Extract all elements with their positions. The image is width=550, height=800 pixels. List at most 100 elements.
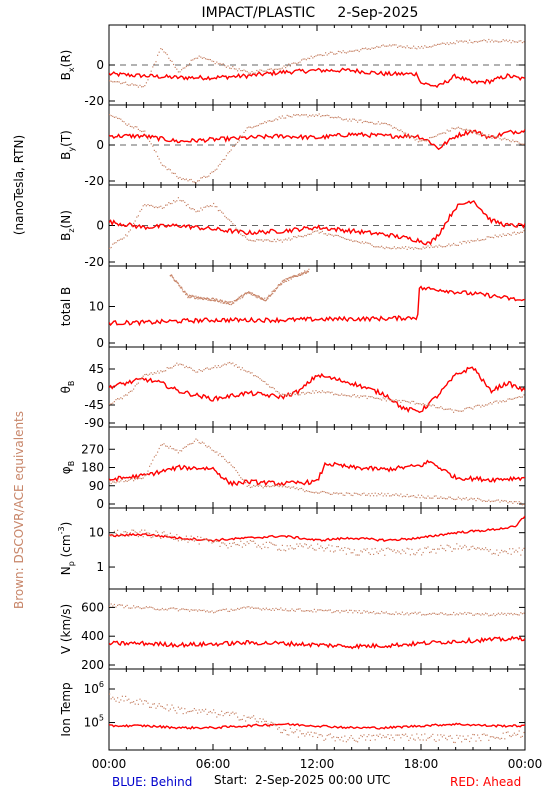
data-point-dscovr xyxy=(501,612,503,614)
data-point-dscovr xyxy=(182,447,184,449)
data-point-dscovr xyxy=(224,215,226,217)
data-point-dscovr xyxy=(221,365,223,367)
data-point-dscovr xyxy=(257,721,259,723)
data-point-dscovr xyxy=(171,607,173,609)
data-point-dscovr xyxy=(483,733,485,735)
data-point-dscovr xyxy=(176,449,178,451)
data-point-dscovr xyxy=(357,395,359,397)
data-point-dscovr xyxy=(315,732,317,734)
data-point-dscovr xyxy=(373,47,375,49)
data-point-dscovr xyxy=(461,741,463,743)
data-point-dscovr xyxy=(369,243,371,245)
data-point-dscovr xyxy=(329,550,331,552)
data-point-dscovr xyxy=(238,140,240,142)
data-point-dscovr xyxy=(259,297,261,299)
data-point-dscovr xyxy=(214,611,216,613)
data-point-dscovr xyxy=(384,493,386,495)
data-point-dscovr xyxy=(261,609,263,611)
data-point-dscovr xyxy=(509,501,511,503)
data-point-dscovr xyxy=(397,247,399,249)
data-point-dscovr xyxy=(208,58,210,61)
data-point-dscovr xyxy=(261,548,263,550)
data-point-dscovr xyxy=(232,609,234,611)
data-point-dscovr xyxy=(401,246,403,248)
data-point-dscovr xyxy=(117,117,119,119)
data-point-dscovr xyxy=(445,550,447,552)
data-point-dscovr xyxy=(280,607,282,609)
data-point-dscovr xyxy=(429,551,431,554)
data-point-dscovr xyxy=(246,541,248,543)
data-point-dscovr xyxy=(139,84,141,86)
data-point-dscovr xyxy=(361,493,363,495)
data-point-dscovr xyxy=(160,205,162,207)
data-point-dscovr xyxy=(510,234,512,236)
data-point-dscovr xyxy=(381,737,383,739)
data-point-dscovr xyxy=(360,734,362,737)
data-point-dscovr xyxy=(177,364,179,366)
data-point-dscovr xyxy=(241,478,243,480)
data-point-dscovr xyxy=(403,614,405,616)
data-point-dscovr xyxy=(494,136,496,138)
data-point-dscovr xyxy=(222,364,224,366)
data-point-dscovr xyxy=(272,485,274,487)
data-point-dscovr xyxy=(192,710,194,712)
data-point-dscovr xyxy=(310,233,312,235)
data-point-dscovr xyxy=(377,552,379,555)
data-point-dscovr xyxy=(171,172,173,174)
data-point-dscovr xyxy=(509,233,511,236)
data-point-dscovr xyxy=(358,50,360,53)
data-point-dscovr xyxy=(464,240,466,243)
data-point-dscovr xyxy=(245,293,248,295)
data-point-dscovr xyxy=(341,393,343,395)
data-point-dscovr xyxy=(288,610,290,612)
data-point-dscovr xyxy=(486,404,488,406)
data-point-dscovr xyxy=(308,268,310,270)
data-point-dscovr xyxy=(445,408,447,410)
data-point-dscovr xyxy=(315,549,317,551)
series-ahead xyxy=(109,515,525,543)
data-point-dscovr xyxy=(185,365,187,367)
panel-frame xyxy=(108,588,526,670)
data-point-dscovr xyxy=(360,550,362,552)
data-point-dscovr xyxy=(493,613,495,615)
data-point-dscovr xyxy=(201,609,203,612)
data-point-dscovr xyxy=(337,737,339,739)
data-point-dscovr xyxy=(461,128,463,130)
data-point-dscovr xyxy=(489,136,491,138)
data-point-dscovr xyxy=(141,130,143,133)
data-point-dscovr xyxy=(296,63,298,65)
data-point-dscovr xyxy=(245,720,247,722)
data-point-dscovr xyxy=(321,735,323,737)
data-point-dscovr xyxy=(277,238,279,240)
data-point-dscovr xyxy=(320,231,322,233)
data-point-dscovr xyxy=(523,547,525,549)
data-point-dscovr xyxy=(176,200,178,202)
panel-frame xyxy=(108,265,526,348)
data-point-dscovr xyxy=(456,244,458,246)
y-tick-label: 600 xyxy=(81,600,104,614)
data-point-dscovr xyxy=(153,534,155,536)
data-point-dscovr xyxy=(112,605,114,607)
data-point-dscovr xyxy=(395,399,397,401)
data-point-dscovr xyxy=(301,733,303,735)
data-point-dscovr xyxy=(250,294,252,296)
data-point-dscovr xyxy=(328,53,330,55)
data-point-dscovr xyxy=(518,730,520,732)
data-point-dscovr xyxy=(392,737,394,739)
data-point-dscovr xyxy=(518,40,520,42)
data-point-dscovr xyxy=(293,392,295,394)
start-time-label: Start: 2-Sep-2025 00:00 UTC xyxy=(214,773,390,787)
data-point-dscovr xyxy=(110,246,112,249)
data-point-dscovr xyxy=(269,541,271,543)
data-point-dscovr xyxy=(342,50,344,52)
data-point-dscovr xyxy=(165,204,167,206)
data-point-dscovr xyxy=(374,397,376,399)
data-point-dscovr xyxy=(429,737,431,739)
data-point-dscovr xyxy=(323,610,325,612)
data-point-dscovr xyxy=(176,175,178,178)
data-point-dscovr xyxy=(237,228,239,231)
data-point-dscovr xyxy=(254,718,256,720)
data-point-dscovr xyxy=(309,233,311,235)
data-point-dscovr xyxy=(137,215,139,217)
data-point-dscovr xyxy=(120,480,122,482)
